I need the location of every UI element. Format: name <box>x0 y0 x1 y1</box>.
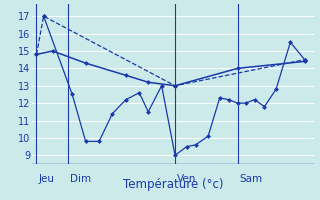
X-axis label: Température (°c): Température (°c) <box>123 178 223 191</box>
Text: Sam: Sam <box>239 174 262 184</box>
Text: Ven: Ven <box>177 174 196 184</box>
Text: Jeu: Jeu <box>38 174 54 184</box>
Text: Dim: Dim <box>69 174 91 184</box>
